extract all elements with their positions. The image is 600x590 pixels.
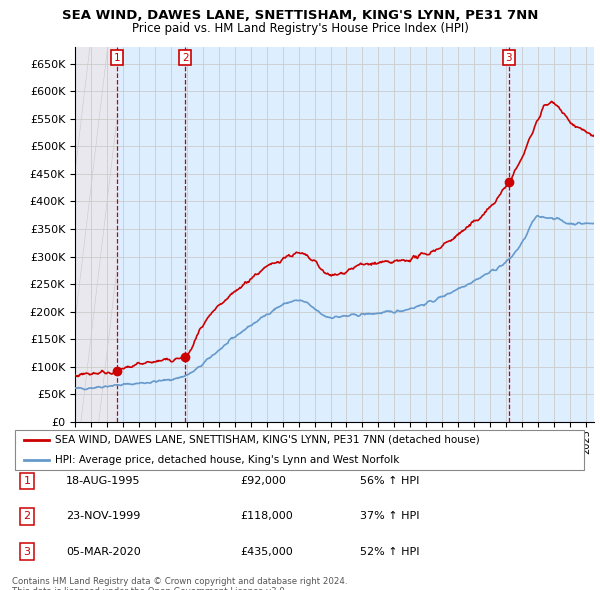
- Bar: [509, 47, 600, 422]
- FancyBboxPatch shape: [15, 430, 584, 470]
- Text: £435,000: £435,000: [240, 547, 293, 556]
- Bar: [117, 47, 185, 422]
- Bar: [185, 47, 509, 422]
- Text: 1: 1: [23, 476, 31, 486]
- Text: 52% ↑ HPI: 52% ↑ HPI: [360, 547, 419, 556]
- Text: 05-MAR-2020: 05-MAR-2020: [66, 547, 141, 556]
- Text: 37% ↑ HPI: 37% ↑ HPI: [360, 512, 419, 521]
- Text: 23-NOV-1999: 23-NOV-1999: [66, 512, 140, 521]
- Text: 56% ↑ HPI: 56% ↑ HPI: [360, 476, 419, 486]
- Bar: [117, 47, 600, 422]
- Bar: [75, 47, 117, 422]
- Bar: [185, 47, 509, 422]
- Text: SEA WIND, DAWES LANE, SNETTISHAM, KING'S LYNN, PE31 7NN: SEA WIND, DAWES LANE, SNETTISHAM, KING'S…: [62, 9, 538, 22]
- Text: 3: 3: [506, 53, 512, 63]
- Text: £92,000: £92,000: [240, 476, 286, 486]
- Text: £118,000: £118,000: [240, 512, 293, 521]
- Text: Contains HM Land Registry data © Crown copyright and database right 2024.
This d: Contains HM Land Registry data © Crown c…: [12, 577, 347, 590]
- Text: 18-AUG-1995: 18-AUG-1995: [66, 476, 140, 486]
- Text: 2: 2: [23, 512, 31, 521]
- Text: Price paid vs. HM Land Registry's House Price Index (HPI): Price paid vs. HM Land Registry's House …: [131, 22, 469, 35]
- Bar: [509, 47, 594, 422]
- Bar: [117, 47, 185, 422]
- Text: 2: 2: [182, 53, 188, 63]
- Text: HPI: Average price, detached house, King's Lynn and West Norfolk: HPI: Average price, detached house, King…: [55, 455, 400, 465]
- Text: SEA WIND, DAWES LANE, SNETTISHAM, KING'S LYNN, PE31 7NN (detached house): SEA WIND, DAWES LANE, SNETTISHAM, KING'S…: [55, 435, 480, 445]
- Text: 1: 1: [113, 53, 121, 63]
- Text: 3: 3: [23, 547, 31, 556]
